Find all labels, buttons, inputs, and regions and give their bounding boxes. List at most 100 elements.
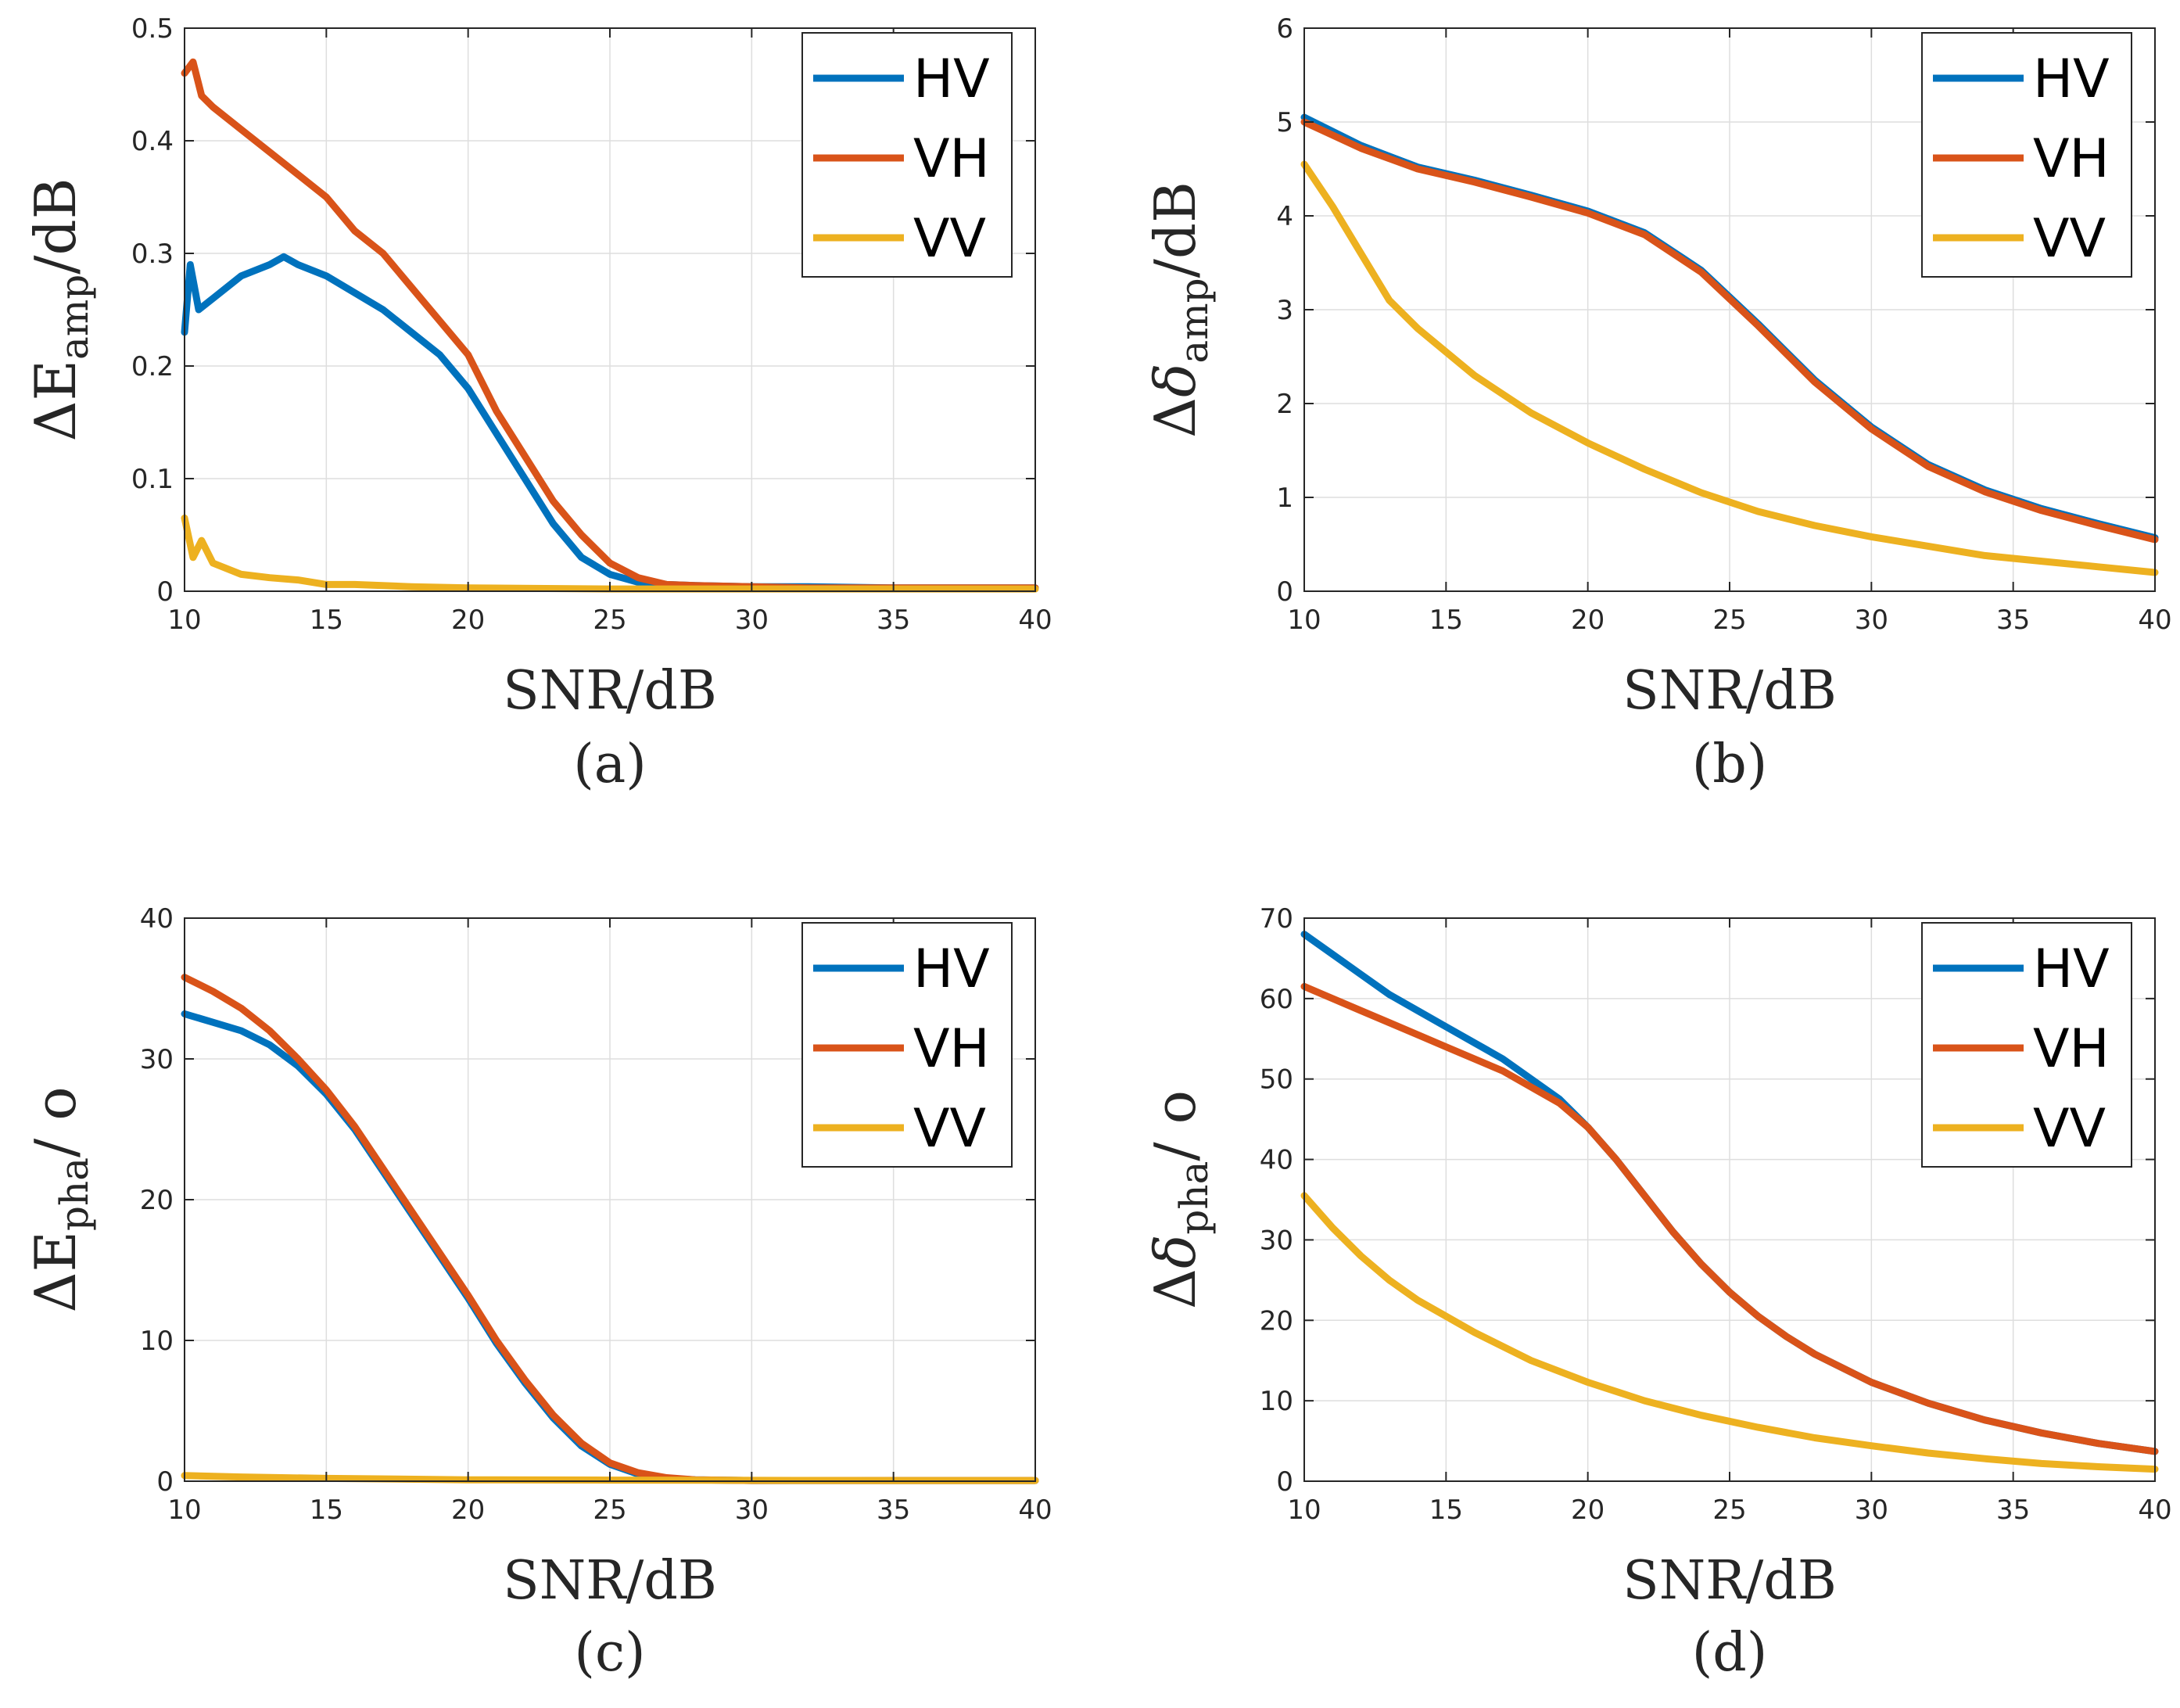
y-axis-title-main: E (23, 1231, 88, 1272)
legend: HV VH VV (1921, 32, 2132, 278)
y-axis-title-main: δ (1142, 1235, 1208, 1268)
y-tick-label: 60 (1260, 984, 1293, 1015)
legend-label-vh: VH (2033, 1018, 2110, 1080)
y-axis-title-sub: pha (52, 1157, 97, 1231)
series-vv (1300, 1192, 2159, 1473)
series-vv (1300, 160, 2159, 576)
y-tick-label: 5 (1276, 107, 1293, 138)
legend-label-vv: VV (913, 1098, 986, 1160)
x-tick-label: 35 (1996, 1494, 2030, 1526)
x-tick-label: 25 (1712, 1494, 1746, 1526)
x-tick-label: 40 (1018, 1494, 1052, 1526)
y-tick-label: 6 (1276, 13, 1293, 45)
y-tick-label: 2 (1276, 389, 1293, 420)
y-tick-label: 10 (1260, 1386, 1293, 1417)
x-tick-label: 30 (735, 1494, 769, 1526)
y-axis-title: ΔEamp/dB (23, 178, 97, 441)
legend-label-vh: VH (2033, 128, 2110, 190)
x-tick-label: 30 (735, 605, 769, 636)
x-tick-label: 15 (310, 1494, 343, 1526)
legend: HV VH VV (801, 32, 1013, 278)
panel-b: 10 15 20 25 30 35 40 0 1 2 3 4 5 6 SNR/dB Δδamp/dB (b) HV… (1142, 13, 2172, 795)
legend-label-hv: HV (2033, 48, 2110, 110)
x-axis-title: SNR/dB (1622, 660, 1837, 722)
panel-caption: (c) (574, 1622, 645, 1684)
y-axis-title-suffix: /dB (23, 178, 88, 274)
panel-caption: (d) (1692, 1622, 1768, 1684)
y-tick-label: 70 (1260, 903, 1293, 935)
x-tick-label: 15 (1429, 605, 1463, 636)
x-axis-title: SNR/dB (503, 660, 717, 722)
x-tick-label: 20 (1571, 605, 1605, 636)
y-axis-title-main: δ (1142, 364, 1208, 397)
y-tick-label: 40 (1260, 1145, 1293, 1176)
y-axis-title-main: E (23, 360, 88, 401)
y-tick-label: 50 (1260, 1064, 1293, 1096)
y-axis-title-sub: amp (1171, 278, 1217, 363)
x-tick-label: 35 (1996, 605, 2030, 636)
legend-label-vh: VH (913, 128, 990, 190)
y-tick-label: 0.3 (131, 239, 174, 270)
legend-label-hv: HV (913, 48, 990, 110)
y-tick-label: 0 (156, 576, 174, 608)
y-tick-label: 20 (1260, 1305, 1293, 1337)
y-tick-label: 0.1 (131, 464, 174, 495)
y-tick-label: 10 (140, 1326, 174, 1357)
x-tick-label: 15 (310, 605, 343, 636)
y-tick-label: 0.5 (131, 13, 174, 45)
panel-caption: (a) (573, 734, 647, 795)
legend: HV VH VV (801, 922, 1013, 1168)
y-axis-title-prefix: Δ (23, 1272, 88, 1313)
y-tick-label: 0 (1276, 576, 1293, 608)
y-axis-title: Δδamp/dB (1142, 181, 1217, 438)
y-axis-title-prefix: Δ (1142, 397, 1208, 438)
y-tick-label: 0.2 (131, 351, 174, 382)
y-axis-title-sub: pha (1171, 1161, 1217, 1235)
x-tick-label: 10 (167, 605, 201, 636)
x-tick-label: 20 (451, 605, 485, 636)
y-axis-title-suffix: / o (23, 1086, 88, 1157)
legend-label-hv: HV (913, 938, 990, 1000)
panel-caption: (b) (1692, 734, 1768, 795)
y-tick-label: 20 (140, 1185, 174, 1216)
panel-a: 10 15 20 25 30 35 40 0 0.1 0.2 0.3 0.4 0.5 SNR/dB ΔEam… (23, 13, 1052, 795)
x-tick-label: 15 (1429, 1494, 1463, 1526)
y-tick-label: 40 (140, 903, 174, 935)
x-tick-label: 30 (1855, 605, 1888, 636)
y-tick-label: 4 (1276, 201, 1293, 232)
y-axis-title: ΔEpha/ o (23, 1086, 97, 1312)
y-tick-label: 30 (1260, 1225, 1293, 1256)
panel-d: 10 15 20 25 30 35 40010203040506070SNR/dBΔδpha… (1142, 903, 2172, 1684)
x-tick-label: 35 (877, 605, 910, 636)
x-tick-label: 10 (1287, 605, 1321, 636)
y-tick-label: 30 (140, 1044, 174, 1075)
x-tick-label: 40 (2138, 1494, 2171, 1526)
legend-label-hv: HV (2033, 938, 2110, 1000)
y-tick-label: 0.4 (131, 126, 174, 157)
y-axis-title: Δδpha/ o (1142, 1090, 1217, 1309)
series-vh (1300, 982, 2159, 1455)
x-tick-label: 25 (1712, 605, 1746, 636)
y-axis-title-suffix: / o (1142, 1090, 1208, 1161)
x-tick-label: 10 (167, 1494, 201, 1526)
legend-label-vv: VV (913, 208, 986, 270)
x-tick-label: 30 (1855, 1494, 1888, 1526)
y-tick-label: 1 (1276, 483, 1293, 514)
y-tick-label: 0 (156, 1466, 174, 1498)
x-axis-title: SNR/dB (1622, 1550, 1837, 1612)
x-tick-label: 40 (2138, 605, 2171, 636)
legend-label-vh: VH (913, 1018, 990, 1080)
x-tick-label: 20 (1571, 1494, 1605, 1526)
y-axis-title-suffix: /dB (1142, 181, 1208, 278)
x-tick-label: 10 (1287, 1494, 1321, 1526)
legend: HV VH VV (1921, 922, 2132, 1168)
x-tick-label: 35 (877, 1494, 910, 1526)
y-axis-title-sub: amp (52, 274, 97, 360)
y-axis-title-prefix: Δ (23, 401, 88, 442)
legend-label-vv: VV (2033, 1098, 2106, 1160)
y-tick-label: 0 (1276, 1466, 1293, 1498)
legend-label-vv: VV (2033, 208, 2106, 270)
